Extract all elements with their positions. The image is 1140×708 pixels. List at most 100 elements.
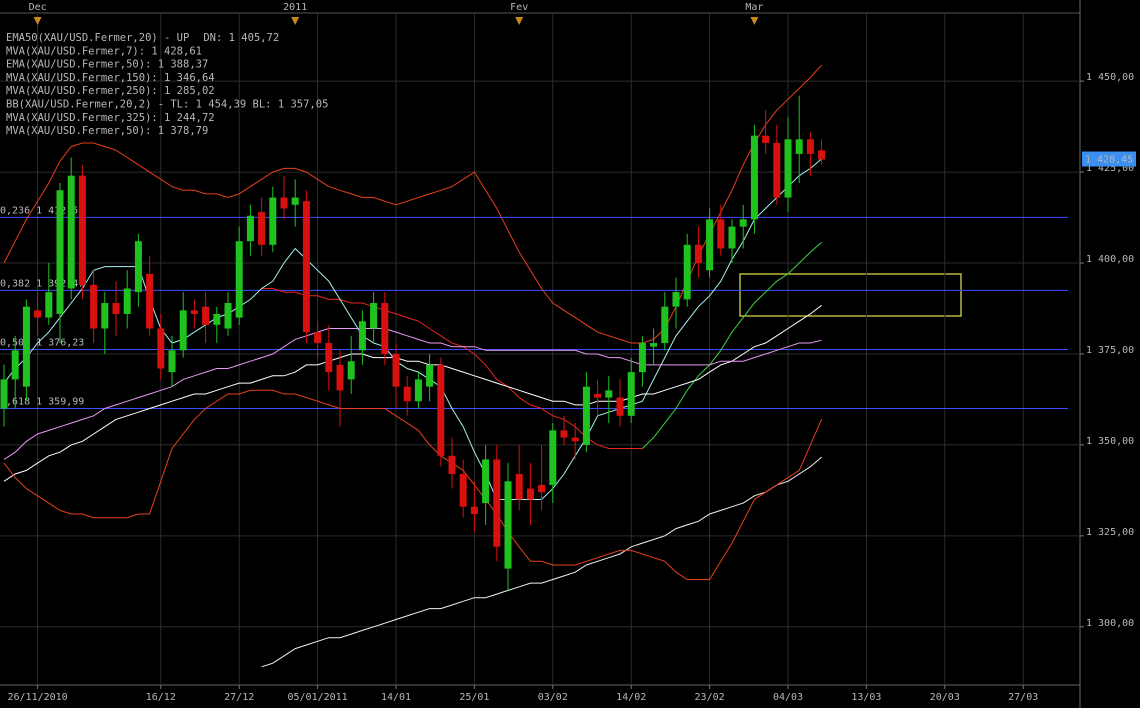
candle-body: [515, 474, 523, 500]
indicator-line: [261, 456, 822, 668]
x-tick-label: 27/12: [224, 692, 254, 703]
x-tick-label: 23/02: [695, 692, 725, 703]
y-tick-label: 1 450,00: [1086, 72, 1134, 83]
y-tick-label: 1 300,00: [1086, 618, 1134, 629]
candle-body: [784, 139, 792, 198]
candle-body: [526, 488, 534, 500]
candle-body: [661, 306, 669, 344]
candle-body: [482, 459, 490, 504]
candle-body: [0, 379, 8, 409]
candle-body: [11, 350, 19, 380]
candle-body: [806, 139, 814, 154]
month-label: Dec: [29, 2, 47, 13]
candle-body: [67, 175, 75, 289]
candle-body: [381, 303, 389, 354]
y-tick-label: 1 425,00: [1086, 163, 1134, 174]
month-marker: [33, 17, 42, 25]
candle-body: [280, 197, 288, 209]
candle-body: [179, 310, 187, 351]
candle-body: [627, 372, 635, 416]
candle-body: [190, 310, 198, 314]
candle-body: [34, 310, 42, 318]
candle-body: [235, 241, 243, 318]
candle-body: [90, 284, 98, 329]
month-label: Fev: [510, 2, 528, 13]
y-tick-label: 1 400,00: [1086, 254, 1134, 265]
candle-body: [224, 303, 232, 329]
x-tick-label: 16/12: [146, 692, 176, 703]
candle-body: [650, 343, 658, 347]
x-tick-label: 20/03: [930, 692, 960, 703]
candle-body: [504, 481, 512, 569]
candle-body: [437, 364, 445, 456]
legend-entry: MVA(XAU/USD.Fermer,250): 1 285,02: [6, 85, 215, 97]
legend-entry: MVA(XAU/USD.Fermer,150): 1 346,64: [6, 72, 215, 84]
x-tick-label: 04/03: [773, 692, 803, 703]
candle-body: [795, 139, 803, 154]
candle-body: [45, 292, 53, 318]
candle-body: [638, 343, 646, 373]
candle-body: [403, 386, 411, 402]
candle-body: [392, 353, 400, 387]
legend-entry: MVA(XAU/USD.Fermer,50): 1 378,79: [6, 125, 208, 137]
candle-body: [202, 306, 210, 325]
candle-body: [549, 430, 557, 485]
candle-body: [459, 474, 467, 507]
level-label: 0,236 1 412,56: [0, 205, 84, 216]
month-marker: [291, 17, 300, 25]
candle-body: [717, 219, 725, 249]
candle-body: [672, 292, 680, 307]
x-tick-label: 03/02: [538, 692, 568, 703]
candle-body: [706, 219, 714, 271]
legend-entry: MVA(XAU/USD.Fermer,325): 1 244,72: [6, 112, 215, 124]
candle-body: [571, 437, 579, 442]
candle-body: [750, 135, 758, 220]
x-tick-label: 13/03: [851, 692, 881, 703]
candle-body: [134, 241, 142, 293]
candle-body: [347, 361, 355, 380]
candle-body: [302, 201, 310, 333]
legend-entry: BB(XAU/USD.Fermer,20,2) - TL: 1 454,39 B…: [6, 99, 328, 111]
legend-entry: MVA(XAU/USD.Fermer,7): 1 428,61: [6, 45, 202, 57]
level-label: 0,500 1 376,23: [0, 337, 84, 348]
level-label: 0,618 1 359,99: [0, 397, 84, 408]
legend-entry: EMA(XAU/USD.Fermer,50): 1 388,37: [6, 59, 208, 71]
candle-body: [538, 484, 546, 493]
x-tick-label: 05/01/2011: [287, 692, 347, 703]
candle-body: [123, 288, 131, 314]
candle-body: [582, 386, 590, 445]
candle-body: [728, 226, 736, 249]
candle-body: [269, 197, 277, 245]
month-marker: [515, 17, 524, 25]
candle-body: [818, 150, 826, 160]
candle-body: [157, 328, 165, 369]
x-tick-label: 26/11/2010: [7, 692, 67, 703]
candle-body: [336, 364, 344, 391]
level-label: 0,382 1 392,47: [0, 278, 84, 289]
candle-body: [291, 197, 299, 205]
last-price-label: 1 428,45: [1085, 155, 1133, 166]
y-tick-label: 1 325,00: [1086, 527, 1134, 538]
candle-body: [414, 379, 422, 402]
x-tick-label: 25/01: [459, 692, 489, 703]
candle-body: [101, 303, 109, 329]
candle-body: [773, 142, 781, 198]
candle-body: [246, 215, 254, 242]
candle-body: [493, 459, 501, 547]
candle-body: [358, 321, 366, 351]
indicator-line: [642, 241, 822, 449]
month-label: 2011: [283, 2, 307, 13]
candle-body: [258, 212, 266, 245]
candle-body: [314, 332, 322, 344]
candle-body: [56, 190, 64, 314]
last-price-box: [1082, 151, 1136, 167]
candle-body: [762, 135, 770, 143]
y-tick-label: 1 375,00: [1086, 345, 1134, 356]
candle-body: [683, 244, 691, 300]
legend-entry: DN: 1 405,72: [203, 32, 279, 44]
candle-body: [78, 175, 86, 285]
candle-body: [605, 390, 613, 398]
month-marker: [750, 17, 759, 25]
